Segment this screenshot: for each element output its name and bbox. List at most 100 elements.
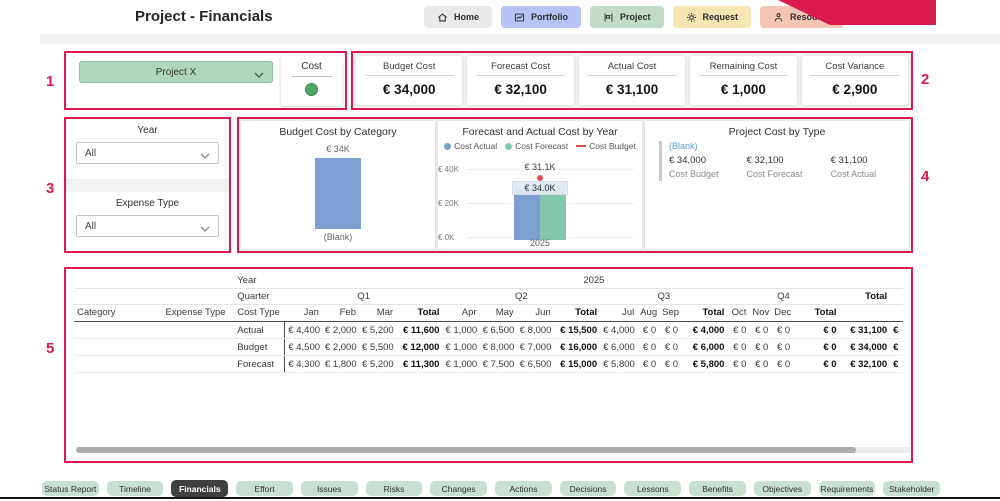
legend-marker-icon — [505, 142, 513, 150]
month-value-cell: € 0 — [727, 338, 750, 356]
grand-total-cell: € 34,000 — [839, 338, 891, 356]
month-column-header: Feb — [339, 307, 356, 318]
nav-button-project[interactable]: Project — [590, 6, 664, 28]
footer-tab-changes[interactable]: Changes — [430, 481, 488, 496]
annotation-1: 1 — [46, 73, 55, 90]
year-slicer: Year All — [66, 119, 229, 179]
month-column-header: Mar — [376, 307, 394, 318]
category-cell — [74, 338, 163, 356]
kpi-card-forecast-cost: Forecast Cost € 32,100 — [467, 56, 574, 105]
legend-label: Cost Forecast — [515, 141, 569, 151]
project-selector[interactable]: Project X — [79, 61, 273, 83]
footer-tab-lessons[interactable]: Lessons — [624, 481, 682, 496]
expense-type-cell — [162, 321, 235, 339]
month-column-header: Oct — [731, 307, 747, 318]
cost-type-cell: Forecast — [234, 355, 285, 373]
kpi-label: Forecast Cost — [491, 61, 551, 72]
cost-toggle[interactable] — [305, 83, 318, 96]
footer-tab-stakeholder[interactable]: Stakeholder — [883, 481, 941, 496]
chart-project-cost-by-type: Project Cost by Type (Blank) € 34,000 Cos… — [645, 121, 909, 249]
footer-tab-timeline[interactable]: Timeline — [106, 481, 164, 496]
footer-tab-issues[interactable]: Issues — [300, 481, 358, 496]
month-value-cell: € 0 — [727, 321, 750, 339]
x-axis-label: 2025 — [529, 238, 551, 248]
nav-bar: Home Portfolio Project Request Resource — [424, 6, 845, 28]
table-row-forecast[interactable]: Forecast € 4,300 € 1,800 € 5,200 € 11,300 € 1… — [74, 355, 903, 373]
divider — [698, 75, 789, 76]
chart-title: Forecast and Actual Cost by Year — [462, 126, 618, 138]
y-tick: € 0K — [438, 233, 455, 242]
month-column-header: Jul — [622, 307, 635, 318]
footer-tab-objectives[interactable]: Objectives — [753, 481, 811, 496]
month-value-cell: € 5,800 — [600, 355, 638, 373]
project-selector-value: Project X — [155, 66, 197, 78]
kpi-card-cost-variance: Cost Variance € 2,900 — [801, 56, 909, 105]
table-row-budget[interactable]: Budget € 4,500 € 2,000 € 5,500 € 12,000 € 1,0… — [74, 338, 903, 356]
x-axis-label: (Blank) — [323, 232, 353, 242]
year-dropdown[interactable]: All — [76, 142, 219, 164]
month-value-cell: € 5,200 — [359, 355, 397, 373]
legend-item[interactable]: Cost Budget — [576, 141, 636, 151]
kpi-card-remaining-cost: Remaining Cost € 1,000 — [690, 56, 797, 105]
table-row-actual[interactable]: Actual € 4,400 € 2,000 € 5,200 € 11,600 € 1,0… — [74, 321, 903, 339]
footer-tab-decisions[interactable]: Decisions — [559, 481, 617, 496]
expense-type-dropdown[interactable]: All — [76, 215, 219, 237]
type-card-value: € 31,100 — [830, 155, 868, 166]
divider — [364, 75, 454, 76]
month-value-cell: € 8,000 — [479, 338, 517, 356]
cost-type-cell: Budget — [234, 338, 285, 356]
budget-category-bar[interactable] — [315, 158, 361, 229]
top-divider-strip — [40, 34, 1000, 44]
divider — [475, 75, 566, 76]
footer-tab-effort[interactable]: Effort — [236, 481, 293, 496]
expense-type-dropdown-value: All — [85, 220, 97, 232]
quarter-header: Q4 — [727, 288, 840, 305]
footer-tab-actions[interactable]: Actions — [495, 481, 552, 496]
multi-row-card-items: € 34,000 Cost Budget € 32,100 Cost Forecast… — [669, 155, 903, 179]
expense-type-cell — [162, 355, 235, 373]
footer-tab-status-report[interactable]: Status Report — [42, 481, 99, 496]
month-value-cell: € 0 — [749, 338, 772, 356]
footer-tab-benefits[interactable]: Benefits — [689, 481, 746, 496]
footer-tab-risks[interactable]: Risks — [365, 481, 423, 496]
month-value-cell: € 7,000 — [516, 338, 554, 356]
grand-total-cell: € 32,100 — [839, 355, 891, 373]
footer-tab-requirements[interactable]: Requirements — [818, 481, 876, 496]
footer-tab-bar: Status Report Timeline Financials Effort Iss… — [42, 480, 941, 497]
chart-forecast-actual-by-year: Forecast and Actual Cost by Year Cost Ac… — [438, 121, 642, 249]
chevron-down-icon — [200, 224, 210, 235]
truncated-cell: € — [890, 338, 903, 356]
quarter-total-cell: € 16,000 — [553, 338, 601, 356]
month-value-cell: € 1,000 — [442, 321, 480, 339]
nav-button-request[interactable]: Request — [672, 6, 752, 28]
bar-cost-actual[interactable] — [514, 187, 540, 240]
chart-budget-cost-by-category: Budget Cost by Category € 34K (Blank) — [241, 121, 435, 249]
legend-item[interactable]: Cost Actual — [444, 141, 497, 151]
month-value-cell: € 1,000 — [442, 355, 480, 373]
truncated-cell: € — [890, 355, 903, 373]
kpi-label: Cost Variance — [825, 61, 885, 72]
month-value-cell: € 4,300 — [284, 355, 322, 373]
table-year-row: Year 2025 — [74, 273, 903, 289]
type-card-item: € 34,000 Cost Budget — [669, 155, 719, 179]
year-value: 2025 — [284, 273, 903, 289]
nav-button-home[interactable]: Home — [424, 6, 493, 28]
cost-card: Cost — [281, 56, 342, 106]
month-value-cell: € 7,500 — [479, 355, 517, 373]
table-quarter-row: Quarter Q1 Q2 Q3 Q4 Total — [74, 288, 903, 305]
legend-marker-icon — [444, 142, 452, 150]
legend-item[interactable]: Cost Forecast — [505, 141, 568, 151]
footer-tab-financials[interactable]: Financials — [171, 480, 229, 497]
month-value-cell: € 5,500 — [359, 338, 397, 356]
nav-button-portfolio[interactable]: Portfolio — [501, 6, 582, 28]
month-value-cell: € 5,200 — [359, 321, 397, 339]
annotation-box-4: Budget Cost by Category € 34K (Blank) Fo… — [237, 117, 913, 253]
horizontal-scrollbar-track[interactable] — [76, 447, 911, 453]
horizontal-scrollbar-thumb[interactable] — [76, 447, 856, 453]
chart-title: Project Cost by Type — [728, 126, 826, 138]
category-cell — [74, 355, 163, 373]
year-dropdown-value: All — [85, 147, 97, 159]
y-tick: € 40K — [438, 165, 459, 174]
month-value-cell: € 6,000 — [600, 338, 638, 356]
month-column-header: Total — [702, 307, 725, 318]
